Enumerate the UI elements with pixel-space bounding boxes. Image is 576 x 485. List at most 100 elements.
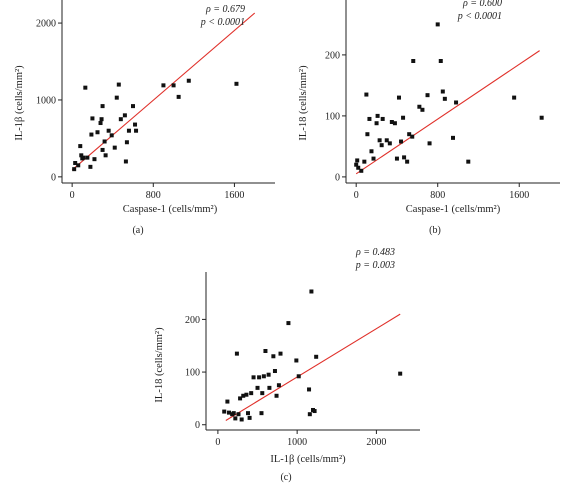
data-point: [103, 153, 108, 158]
data-point: [420, 107, 425, 112]
x-tick-label: 800: [430, 190, 445, 201]
data-point: [106, 128, 111, 133]
data-point: [89, 132, 94, 137]
data-point: [126, 128, 131, 133]
data-point: [88, 164, 93, 169]
data-point: [539, 115, 544, 120]
data-point: [402, 155, 407, 160]
data-point: [356, 165, 361, 170]
x-tick-label: 0: [354, 190, 359, 201]
data-point: [374, 121, 379, 126]
data-point: [186, 78, 191, 83]
data-point: [384, 138, 389, 143]
x-tick-label: 0: [215, 437, 220, 448]
data-point: [225, 399, 230, 404]
rho-label: ρ = 0.600: [462, 0, 502, 9]
data-point: [365, 132, 370, 137]
data-point: [417, 104, 422, 109]
data-point: [260, 391, 265, 396]
data-point: [233, 416, 238, 421]
x-tick-label: 1600: [224, 190, 244, 201]
data-point: [438, 59, 443, 63]
panel-label: (a): [132, 225, 143, 236]
data-point: [307, 412, 312, 417]
data-point: [95, 130, 100, 135]
data-point: [354, 162, 359, 167]
y-tick-label: 0: [195, 420, 200, 431]
data-point: [102, 139, 107, 144]
data-point: [271, 354, 276, 359]
data-point: [100, 104, 105, 109]
rho-label: ρ = 0.483: [355, 247, 395, 258]
regression-line: [355, 50, 540, 175]
data-point: [85, 155, 90, 160]
data-point: [266, 372, 271, 377]
data-point: [222, 409, 227, 414]
data-point: [171, 83, 176, 88]
data-point: [246, 411, 251, 416]
y-axis-title: IL-18 (cells/mm²): [298, 65, 309, 141]
data-point: [362, 159, 367, 164]
data-point: [364, 92, 369, 97]
data-point: [255, 385, 260, 390]
data-point: [396, 95, 401, 100]
data-point: [278, 351, 283, 356]
data-point: [296, 374, 301, 379]
data-point: [92, 157, 97, 162]
data-point: [466, 159, 471, 164]
data-point: [231, 411, 236, 416]
data-point: [123, 159, 128, 164]
data-point: [425, 93, 430, 98]
y-tick-label: 200: [185, 315, 200, 326]
data-point: [359, 168, 364, 173]
data-point: [267, 385, 272, 390]
data-point: [161, 83, 166, 88]
data-point: [238, 396, 243, 401]
data-point: [72, 167, 77, 172]
regression-line: [71, 12, 256, 171]
data-point: [375, 113, 380, 118]
data-point: [226, 410, 231, 415]
data-point: [309, 289, 314, 294]
data-point: [112, 145, 117, 150]
data-point: [276, 383, 281, 388]
data-point: [249, 391, 254, 396]
data-point: [259, 411, 264, 416]
data-point: [99, 117, 104, 122]
regression-line: [225, 313, 401, 421]
data-point: [440, 89, 445, 94]
data-point: [442, 96, 447, 101]
data-point: [399, 139, 404, 144]
data-point: [257, 375, 262, 380]
data-point: [380, 116, 385, 121]
data-point: [389, 120, 394, 124]
data-point: [176, 94, 181, 99]
data-point: [367, 116, 372, 121]
data-point: [435, 22, 440, 27]
data-point: [81, 155, 86, 160]
data-point: [131, 104, 135, 109]
data-point: [411, 59, 416, 63]
data-point: [312, 409, 317, 414]
p-value-label: p < 0.0001: [457, 11, 502, 22]
x-axis-title: IL-1β (cells/mm²): [270, 454, 346, 465]
data-point: [261, 374, 266, 379]
y-tick-label: 2000: [36, 19, 56, 30]
data-point: [427, 141, 432, 146]
data-point: [451, 135, 455, 140]
data-point: [239, 417, 244, 422]
data-point: [236, 412, 241, 417]
y-axis-title: IL-18 (cells/mm²): [154, 327, 165, 403]
data-point: [247, 415, 252, 420]
data-point: [454, 100, 459, 105]
x-tick-label: 2000: [366, 437, 386, 448]
data-point: [78, 144, 83, 149]
data-point: [401, 115, 406, 120]
data-point: [76, 163, 81, 168]
data-point: [274, 393, 279, 398]
data-point: [109, 133, 114, 138]
p-value-label: p = 0.003: [355, 260, 395, 271]
y-tick-label: 1000: [36, 95, 56, 106]
x-tick-label: 1000: [287, 437, 307, 448]
data-point: [263, 349, 268, 353]
